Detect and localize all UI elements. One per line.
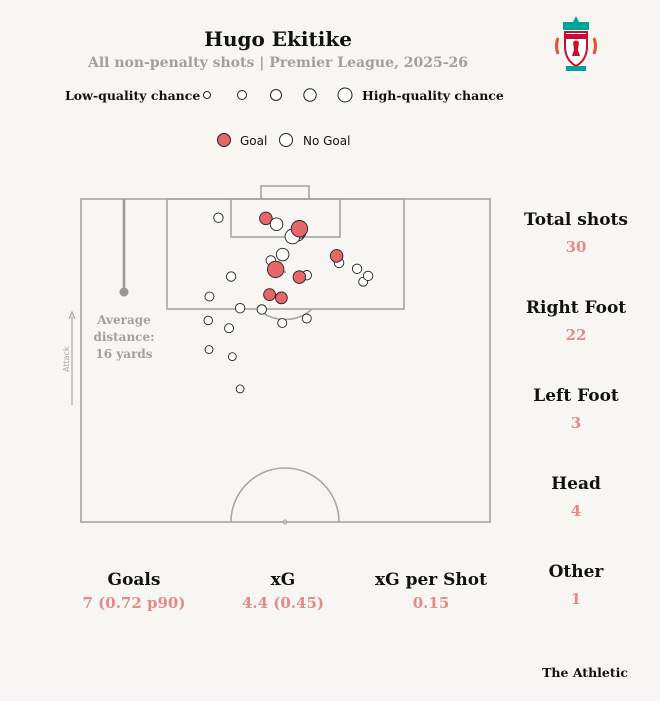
legend-size-circle [337, 87, 353, 103]
center-circle [230, 467, 340, 523]
legend-low-quality: Low-quality chance [65, 88, 200, 103]
legend-size-circle [237, 90, 247, 100]
shot-marker-no-goal [269, 217, 284, 231]
shot-marker-goal [259, 211, 273, 226]
shot-marker-no-goal [275, 247, 290, 262]
penalty-box [166, 198, 405, 310]
bottom-stats: Goals 7 (0.72 p90) xG 4.4 (0.45) xG per … [83, 570, 488, 612]
average-distance-label: distance: [93, 330, 154, 344]
shot-marker-no-goal [277, 318, 288, 328]
side-stats: Total shots 30 Right Foot 22 Left Foot 3… [524, 210, 628, 608]
stat-value-left-foot: 3 [571, 414, 581, 432]
legend-size-circle [203, 91, 211, 99]
stat-value-xg: 4.4 (0.45) [242, 594, 324, 612]
center-spot [282, 519, 288, 525]
stat-value-xg-per-shot: 0.15 [413, 594, 450, 612]
stat-value-other: 1 [571, 590, 581, 608]
page-title: Hugo Ekitike [204, 27, 352, 51]
attack-arrow-head [68, 310, 76, 320]
stat-label-goals: Goals [108, 570, 161, 590]
shots-layer [203, 211, 374, 394]
shot-marker-no-goal [213, 212, 224, 223]
shot-marker-goal [267, 260, 285, 279]
shot-marker-no-goal [227, 352, 237, 362]
average-distance-value: 16 yards [95, 347, 152, 361]
stat-label-head: Head [551, 474, 601, 494]
shot-marker-no-goal [256, 304, 267, 315]
stat-value-total-shots: 30 [566, 238, 587, 256]
stat-label-xg-per-shot: xG per Shot [375, 570, 487, 590]
subtitle: All non-penalty shots | Premier League, … [87, 55, 468, 71]
shot-marker-no-goal [234, 303, 246, 314]
shot-marker-goal [290, 220, 309, 238]
goal [260, 185, 310, 200]
legend-no-goal-label: No Goal [303, 134, 350, 148]
legend-goal-label: Goal [240, 134, 267, 148]
shot-marker-no-goal [203, 315, 213, 326]
stat-label-xg: xG [271, 570, 296, 590]
legend-size-circle [303, 88, 317, 102]
shot-marker-no-goal [224, 323, 235, 334]
shot-marker-no-goal [301, 313, 312, 324]
brand-logo-text: The Athletic [542, 665, 628, 680]
legend-size-circle [270, 89, 282, 101]
shot-marker-no-goal [351, 263, 363, 274]
legend-goal-marker [217, 133, 231, 147]
six-yard-box [230, 198, 341, 238]
shot-marker-goal [263, 288, 276, 301]
legend-no-goal-marker [279, 133, 293, 147]
stat-label-other: Other [549, 562, 605, 582]
stat-value-right-foot: 22 [566, 326, 587, 344]
attack-label: Attack [62, 346, 71, 372]
stat-label-left-foot: Left Foot [533, 386, 619, 406]
stat-label-right-foot: Right Foot [526, 298, 626, 318]
penalty-spot [283, 270, 287, 274]
club-crest-logo [555, 16, 597, 71]
stat-label-total-shots: Total shots [524, 210, 628, 230]
stat-value-goals: 7 (0.72 p90) [83, 594, 186, 612]
shot-marker-goal [292, 270, 307, 284]
shot-marker-no-goal [225, 271, 237, 282]
average-distance-marker [119, 287, 129, 297]
legend-high-quality: High-quality chance [362, 88, 504, 103]
shot-marker-goal [329, 249, 344, 263]
average-distance-label: Average [96, 313, 151, 327]
shot-marker-goal [275, 291, 288, 305]
stat-value-head: 4 [571, 502, 581, 520]
shot-marker-no-goal [362, 270, 374, 282]
shot-marker-no-goal [235, 384, 245, 394]
shot-marker-no-goal [204, 345, 214, 354]
shot-marker-no-goal [204, 291, 215, 302]
